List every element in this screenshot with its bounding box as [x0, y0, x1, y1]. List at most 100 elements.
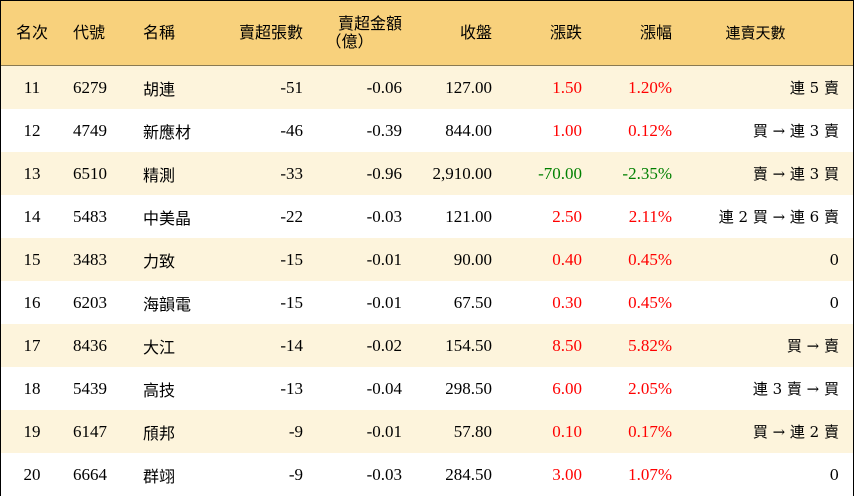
header-row: 名次 代號 名稱 賣超張數 賣超金額 （億） 收盤 漲跌 漲幅 連賣天數: [1, 1, 853, 66]
cell-streak: 買 → 賣: [672, 324, 853, 367]
cell-change: 3.00: [492, 453, 582, 496]
cell-amount: -0.03: [303, 195, 402, 238]
cell-name: 中美晶: [123, 195, 211, 238]
cell-change: 0.40: [492, 238, 582, 281]
cell-rank: 15: [1, 238, 63, 281]
cell-code: 6664: [63, 453, 123, 496]
cell-rank: 16: [1, 281, 63, 324]
cell-pct: -2.35%: [582, 152, 672, 195]
cell-streak: 賣 → 連 3 買: [672, 152, 853, 195]
cell-amount: -0.06: [303, 65, 402, 109]
table-row: 16 6203 海韻電 -15 -0.01 67.50 0.30 0.45% 0: [1, 281, 853, 324]
cell-rank: 20: [1, 453, 63, 496]
cell-pct: 1.20%: [582, 65, 672, 109]
cell-close: 90.00: [402, 238, 492, 281]
cell-change: 6.00: [492, 367, 582, 410]
table-row: 17 8436 大江 -14 -0.02 154.50 8.50 5.82% 買 → 賣: [1, 324, 853, 367]
header-code: 代號: [63, 1, 123, 66]
cell-close: 67.50: [402, 281, 492, 324]
table-body: 11 6279 胡連 -51 -0.06 127.00 1.50 1.20% 連 5 賣 12 47…: [1, 65, 853, 496]
cell-rank: 17: [1, 324, 63, 367]
cell-streak: 0: [672, 281, 853, 324]
cell-pct: 2.05%: [582, 367, 672, 410]
cell-amount: -0.02: [303, 324, 402, 367]
header-name: 名稱: [123, 1, 211, 66]
cell-pct: 5.82%: [582, 324, 672, 367]
cell-pct: 1.07%: [582, 453, 672, 496]
table-row: 19 6147 頎邦 -9 -0.01 57.80 0.10 0.17% 買 → 連 2 賣: [1, 410, 853, 453]
header-amount: 賣超金額 （億）: [303, 1, 402, 66]
cell-pct: 0.45%: [582, 238, 672, 281]
cell-name: 頎邦: [123, 410, 211, 453]
cell-shares: -14: [211, 324, 303, 367]
header-change: 漲跌: [492, 1, 582, 66]
cell-name: 精測: [123, 152, 211, 195]
cell-name: 海韻電: [123, 281, 211, 324]
header-streak: 連賣天數: [672, 1, 853, 66]
cell-code: 3483: [63, 238, 123, 281]
cell-code: 4749: [63, 109, 123, 152]
cell-code: 8436: [63, 324, 123, 367]
cell-streak: 買 → 連 2 賣: [672, 410, 853, 453]
cell-code: 6147: [63, 410, 123, 453]
cell-change: 0.30: [492, 281, 582, 324]
table-row: 14 5483 中美晶 -22 -0.03 121.00 2.50 2.11% 連 2 買 → …: [1, 195, 853, 238]
cell-streak: 連 3 賣 → 買: [672, 367, 853, 410]
cell-code: 6510: [63, 152, 123, 195]
cell-change: 2.50: [492, 195, 582, 238]
cell-code: 6203: [63, 281, 123, 324]
header-pct: 漲幅: [582, 1, 672, 66]
cell-amount: -0.01: [303, 410, 402, 453]
header-shares: 賣超張數: [211, 1, 303, 66]
header-amount-line2: （億）: [325, 32, 374, 51]
cell-amount: -0.01: [303, 281, 402, 324]
cell-name: 新應材: [123, 109, 211, 152]
cell-code: 5483: [63, 195, 123, 238]
cell-code: 6279: [63, 65, 123, 109]
cell-shares: -15: [211, 238, 303, 281]
table-row: 11 6279 胡連 -51 -0.06 127.00 1.50 1.20% 連 5 賣: [1, 65, 853, 109]
cell-close: 127.00: [402, 65, 492, 109]
cell-change: 8.50: [492, 324, 582, 367]
cell-change: 1.00: [492, 109, 582, 152]
cell-name: 胡連: [123, 65, 211, 109]
cell-rank: 12: [1, 109, 63, 152]
cell-streak: 連 5 賣: [672, 65, 853, 109]
cell-shares: -33: [211, 152, 303, 195]
cell-close: 121.00: [402, 195, 492, 238]
cell-change: -70.00: [492, 152, 582, 195]
cell-streak: 0: [672, 453, 853, 496]
cell-close: 57.80: [402, 410, 492, 453]
cell-close: 154.50: [402, 324, 492, 367]
cell-name: 力致: [123, 238, 211, 281]
cell-close: 284.50: [402, 453, 492, 496]
header-rank: 名次: [1, 1, 63, 66]
table-row: 13 6510 精測 -33 -0.96 2,910.00 -70.00 -2.35% 賣 → …: [1, 152, 853, 195]
cell-shares: -46: [211, 109, 303, 152]
cell-rank: 11: [1, 65, 63, 109]
cell-pct: 0.17%: [582, 410, 672, 453]
cell-shares: -15: [211, 281, 303, 324]
table-row: 18 5439 高技 -13 -0.04 298.50 6.00 2.05% 連 3 賣 → 買: [1, 367, 853, 410]
cell-streak: 連 2 買 → 連 6 賣: [672, 195, 853, 238]
cell-amount: -0.39: [303, 109, 402, 152]
cell-shares: -9: [211, 410, 303, 453]
cell-rank: 14: [1, 195, 63, 238]
cell-name: 大江: [123, 324, 211, 367]
cell-amount: -0.03: [303, 453, 402, 496]
cell-pct: 0.45%: [582, 281, 672, 324]
cell-streak: 買 → 連 3 賣: [672, 109, 853, 152]
cell-close: 844.00: [402, 109, 492, 152]
cell-rank: 19: [1, 410, 63, 453]
cell-shares: -22: [211, 195, 303, 238]
header-close: 收盤: [402, 1, 492, 66]
table-row: 20 6664 群翊 -9 -0.03 284.50 3.00 1.07% 0: [1, 453, 853, 496]
cell-streak: 0: [672, 238, 853, 281]
cell-change: 1.50: [492, 65, 582, 109]
cell-amount: -0.01: [303, 238, 402, 281]
cell-close: 298.50: [402, 367, 492, 410]
cell-rank: 18: [1, 367, 63, 410]
table-row: 12 4749 新應材 -46 -0.39 844.00 1.00 0.12% 買 → 連 3 …: [1, 109, 853, 152]
